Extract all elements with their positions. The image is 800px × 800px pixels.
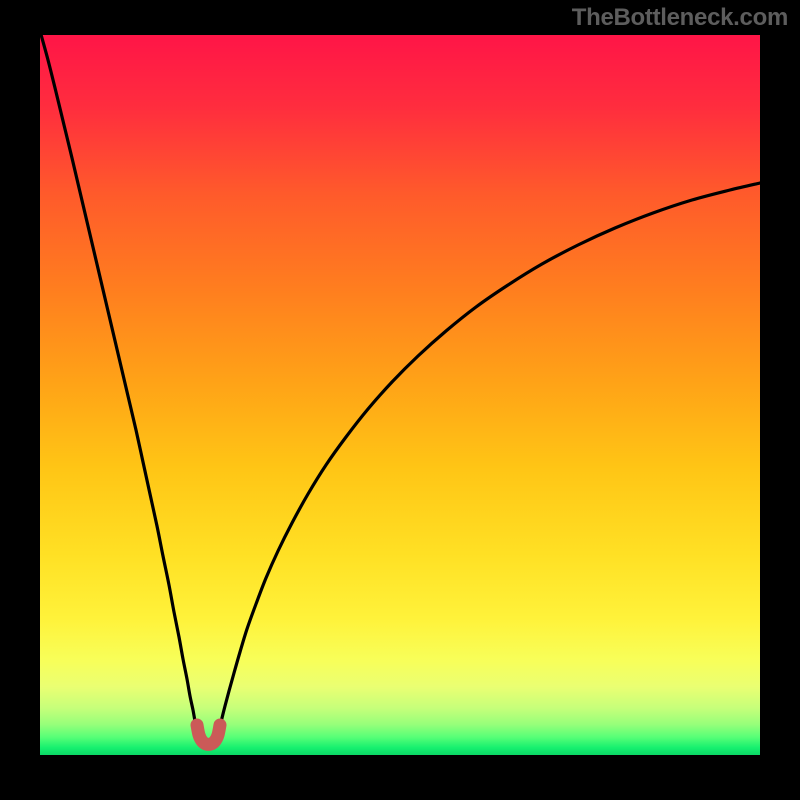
gradient-plot-area: [40, 35, 760, 755]
bottleneck-chart: [0, 0, 800, 800]
watermark-text: TheBottleneck.com: [572, 4, 788, 32]
